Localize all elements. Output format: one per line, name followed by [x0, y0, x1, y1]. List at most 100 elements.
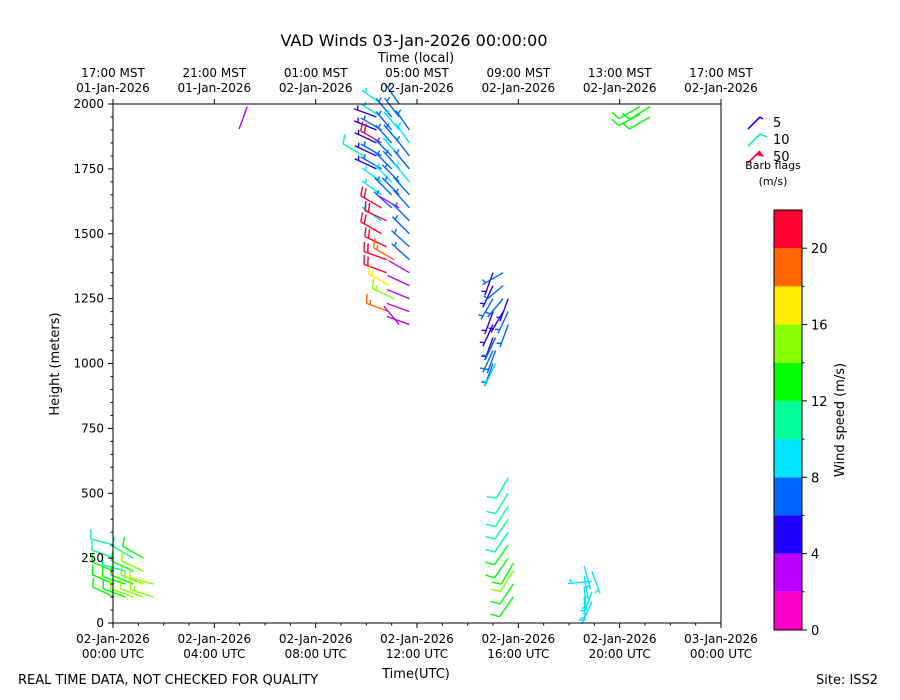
barb-half-feather — [488, 327, 494, 330]
colorbar: 0 4 8 12 16 20 Wind speed (m/s) — [773, 209, 848, 639]
wind-barb — [395, 122, 410, 144]
x-tick-label-date: 02-Jan-2026 — [380, 632, 454, 646]
barb-feather — [364, 201, 367, 211]
barb-feather — [367, 228, 371, 239]
barb-half-feather — [384, 176, 388, 181]
wind-barb — [110, 565, 134, 585]
barb-half-feather — [385, 123, 390, 128]
barb-half-feather — [385, 110, 390, 115]
barb-half-feather — [397, 122, 402, 127]
barb-staff — [629, 106, 651, 120]
barb-half-feather — [385, 149, 389, 155]
wind-barb — [375, 123, 393, 144]
barb-half-feather — [479, 302, 485, 305]
colorbar-tick-label: 20 — [811, 242, 828, 257]
wind-barb — [129, 580, 154, 598]
barb-staff — [500, 562, 514, 585]
barb-staff — [90, 538, 115, 546]
barb-feather — [491, 581, 502, 585]
x-tick-label-date: 02-Jan-2026 — [279, 632, 353, 646]
x-axis-label: Time(UTC) — [381, 667, 450, 682]
wind-barb — [89, 529, 115, 546]
wind-barb — [391, 215, 410, 235]
wind-barb — [621, 116, 651, 130]
x-tick-label-time: 08:00 UTC — [285, 647, 347, 661]
wind-barb — [374, 150, 393, 170]
colorbar-bin — [774, 591, 802, 630]
wind-barb — [393, 149, 410, 170]
wind-barb — [374, 137, 393, 157]
wind-barb — [373, 189, 393, 209]
barb-half-feather — [481, 279, 487, 284]
wind-barb — [490, 583, 514, 605]
wind-barb — [485, 531, 509, 553]
colorbar-bin — [774, 515, 802, 554]
wind-barb — [481, 272, 504, 286]
wind-barb — [391, 202, 410, 222]
barb-half-feather — [363, 141, 366, 147]
wind-barb — [483, 350, 497, 374]
wind-barb — [388, 260, 410, 274]
barb-half-feather — [482, 354, 488, 357]
top-tick-label-date: 02-Jan-2026 — [380, 81, 454, 95]
wind-barb — [482, 363, 497, 386]
barb-feather — [360, 186, 364, 196]
wind-barb — [485, 557, 509, 579]
top-tick-label-time: 21:00 MST — [182, 66, 246, 80]
wind-barb — [386, 302, 410, 313]
barb-half-feather — [376, 244, 379, 250]
x-tick-label-time: 12:00 UTC — [386, 647, 448, 661]
barb-half-feather — [385, 136, 389, 142]
colorbar-bin — [774, 286, 802, 325]
barb-half-feather — [397, 109, 402, 114]
colorbar-tick-label: 0 — [811, 624, 819, 639]
wind-barb — [363, 241, 387, 261]
barb-staff — [238, 106, 248, 130]
wind-barb — [496, 324, 509, 348]
barb-half-feather — [393, 241, 398, 247]
wind-barb — [120, 551, 144, 572]
barb-half-feather — [378, 97, 382, 103]
barb-feather — [129, 568, 132, 578]
chart-title: VAD Winds 03-Jan-2026 00:00:00 — [280, 31, 547, 50]
wind-barb — [121, 536, 144, 559]
x-tick-label-date: 02-Jan-2026 — [583, 632, 657, 646]
x-tick-label-date: 02-Jan-2026 — [76, 632, 150, 646]
barb-feather — [364, 227, 367, 237]
x-tick-label-time: 16:00 UTC — [487, 647, 549, 661]
barb-staff — [499, 570, 514, 592]
legend-label: 10 — [773, 133, 790, 148]
wind-barb — [490, 596, 514, 618]
wind-barb — [611, 105, 641, 120]
barb-staff — [102, 575, 126, 585]
wind-barb — [383, 110, 400, 131]
top-tick-label-date: 02-Jan-2026 — [684, 81, 758, 95]
x-tick-label-date: 02-Jan-2026 — [178, 632, 252, 646]
wind-barb — [375, 110, 393, 131]
wind-barb — [102, 579, 126, 598]
barb-staff — [495, 477, 509, 499]
barb-feather — [486, 495, 497, 500]
barb-feather — [89, 529, 92, 539]
wind-barb — [485, 544, 509, 566]
barb-feather — [621, 112, 631, 120]
barb-half-feather — [479, 341, 485, 344]
barb-staff — [392, 189, 410, 209]
y-tick-label: 0 — [96, 616, 104, 630]
top-tick-label-date: 02-Jan-2026 — [482, 81, 556, 95]
barb-staff — [494, 518, 509, 540]
top-tick-label-time: 17:00 MST — [689, 66, 753, 80]
wind-barb — [591, 570, 601, 594]
top-tick-label-time: 17:00 MST — [81, 66, 145, 80]
wind-barbs — [89, 83, 651, 625]
plot-axes: 0 250 500 750 1000 1250 1500 1750 2000 02-Jan-202… — [73, 66, 757, 661]
wind-barb — [481, 311, 494, 335]
wind-barb — [372, 238, 395, 261]
barb-feather — [485, 561, 495, 566]
legend-feather — [759, 133, 768, 138]
barb-half-feather — [378, 110, 382, 115]
barb-half-feather — [395, 175, 399, 181]
wind-barb — [374, 163, 393, 183]
colorbar-bin — [774, 477, 802, 516]
barb-half-feather — [376, 137, 381, 143]
